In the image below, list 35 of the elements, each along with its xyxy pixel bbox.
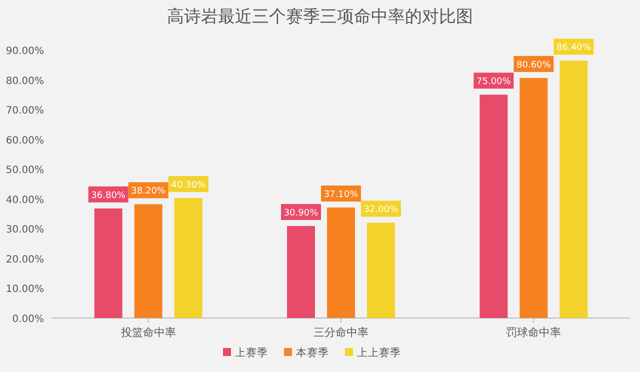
data-label: 80.60% — [516, 60, 552, 70]
y-tick-label: 90.00% — [6, 46, 44, 57]
legend-label: 上上赛季 — [357, 346, 401, 359]
y-tick-label: 40.00% — [6, 194, 44, 206]
legend-label: 上赛季 — [235, 346, 268, 359]
x-tick-label: 投篮命中率 — [120, 326, 176, 339]
bar — [480, 94, 508, 318]
y-tick-label: 80.00% — [6, 76, 44, 87]
data-label: 30.90% — [284, 208, 319, 218]
data-label: 75.00% — [476, 77, 512, 88]
chart-title: 高诗岩最近三个赛季三项命中率的对比图 — [167, 7, 473, 27]
x-tick-label: 罚球命中率 — [506, 326, 562, 339]
data-label: 32.00% — [364, 205, 399, 216]
bar — [174, 198, 202, 318]
y-tick-label: 60.00% — [6, 135, 44, 146]
y-tick-label: 10.00% — [6, 284, 44, 296]
bar — [367, 222, 395, 318]
bar — [94, 208, 122, 318]
bar — [327, 208, 355, 318]
y-tick-label: 30.00% — [6, 224, 44, 236]
data-label: 36.80% — [91, 190, 126, 201]
bar — [287, 226, 315, 318]
bar — [134, 204, 162, 318]
data-label: 37.10% — [324, 190, 359, 200]
y-tick-label: 0.00% — [12, 314, 44, 325]
data-label: 38.20% — [131, 186, 166, 197]
data-label: 40.30% — [171, 180, 206, 190]
bar — [560, 60, 588, 318]
data-label: 86.40% — [556, 43, 592, 54]
y-tick-label: 50.00% — [6, 165, 44, 176]
legend-label: 本赛季 — [296, 346, 329, 359]
y-tick-label: 20.00% — [6, 254, 44, 266]
x-tick-label: 三分命中率 — [314, 326, 368, 339]
y-tick-label: 70.00% — [6, 106, 44, 117]
bar — [520, 78, 548, 318]
